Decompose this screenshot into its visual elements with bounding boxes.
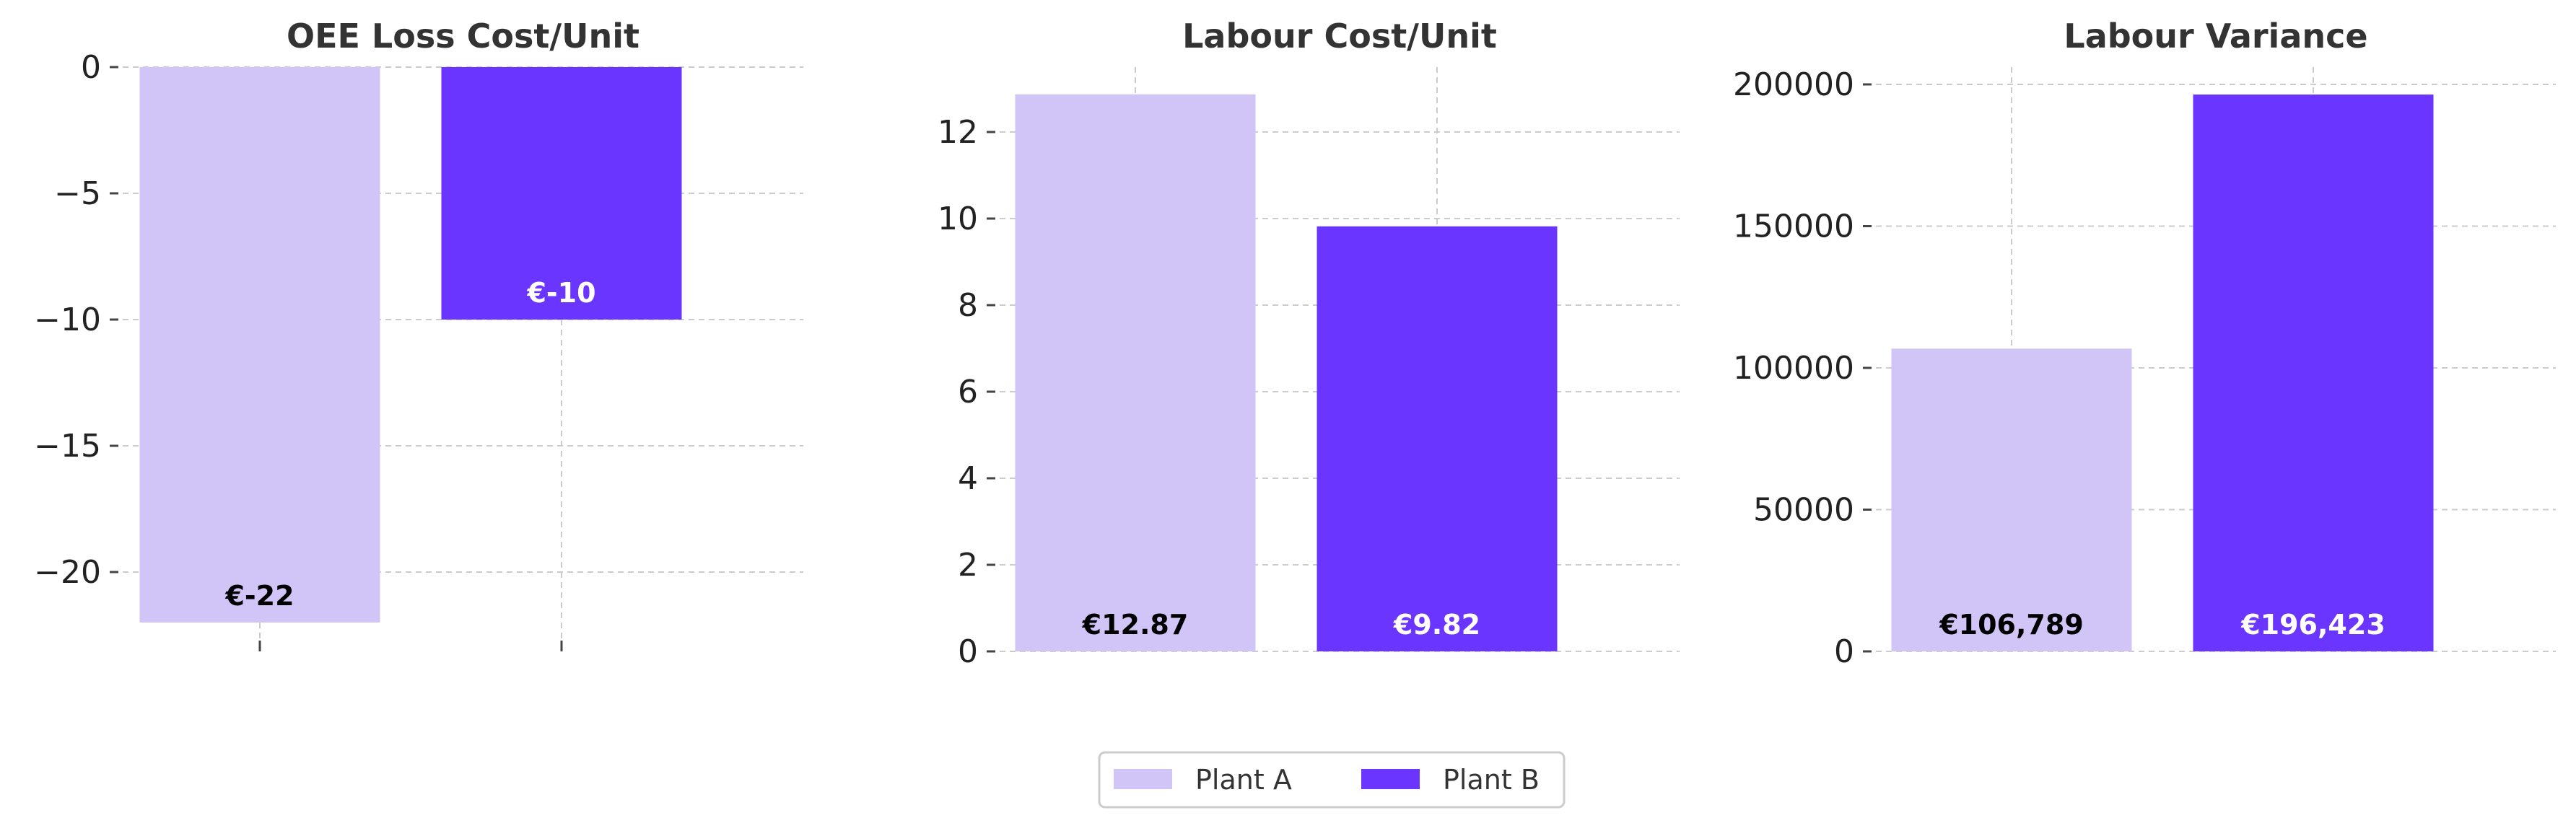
y-tick-label: −15 xyxy=(34,428,101,465)
chart-panels: OEE Loss Cost/Unit 0 −5 −10 −15 −20 €-22 €-10 La… xyxy=(34,17,2556,670)
bar-plant-a xyxy=(1015,94,1256,652)
chart-panel-3: Labour Variance 0 50000 100000 150000 200000 €… xyxy=(1733,17,2556,670)
legend-label: Plant B xyxy=(1443,764,1540,796)
legend-swatch xyxy=(1361,769,1420,789)
y-tick-label: 0 xyxy=(1834,633,1854,670)
y-tick-label: 10 xyxy=(938,201,978,237)
bar-data-label: €196,423 xyxy=(2240,609,2385,641)
y-tick-label: −20 xyxy=(34,554,101,591)
bar-plant-b xyxy=(1317,226,1558,651)
chart-title: Labour Cost/Unit xyxy=(1182,17,1497,56)
chart-title: OEE Loss Cost/Unit xyxy=(287,17,639,56)
bar-plant-a xyxy=(1891,348,2132,651)
bar-data-label: €9.82 xyxy=(1393,609,1480,641)
chart-panel-2: Labour Cost/Unit 0 2 4 6 8 10 12 €12.87 €9.82 xyxy=(938,17,1680,670)
chart-panel-1: OEE Loss Cost/Unit 0 −5 −10 −15 −20 €-22 €-10 xyxy=(34,17,803,651)
y-tick-label: −10 xyxy=(34,302,101,338)
y-tick-label: 4 xyxy=(958,460,978,497)
y-tick-label: 100000 xyxy=(1733,350,1854,387)
bar-data-label: €-22 xyxy=(224,580,294,612)
y-tick-label: 0 xyxy=(81,49,101,86)
y-tick-label: 6 xyxy=(958,374,978,410)
y-tick-label: 200000 xyxy=(1733,66,1854,103)
y-tick-label: 50000 xyxy=(1753,492,1854,529)
y-tick-label: 12 xyxy=(938,114,978,151)
legend-swatch xyxy=(1114,769,1172,789)
y-tick-label: 0 xyxy=(958,633,978,670)
bar-data-label: €12.87 xyxy=(1082,609,1189,641)
legend: Plant A Plant B xyxy=(1098,751,1566,809)
y-tick-label: 150000 xyxy=(1733,208,1854,245)
y-tick-label: 2 xyxy=(958,547,978,584)
bar-plant-a xyxy=(139,67,380,623)
bar-plant-b xyxy=(2193,94,2434,651)
bar-data-label: €106,789 xyxy=(1939,609,2084,641)
legend-frame xyxy=(1098,751,1566,809)
chart-title: Labour Variance xyxy=(2064,17,2367,56)
legend-label: Plant A xyxy=(1195,764,1292,796)
y-tick-label: −5 xyxy=(54,175,101,212)
bar-data-label: €-10 xyxy=(526,277,595,309)
bar-plant-b xyxy=(441,67,682,320)
y-tick-label: 8 xyxy=(958,287,978,324)
